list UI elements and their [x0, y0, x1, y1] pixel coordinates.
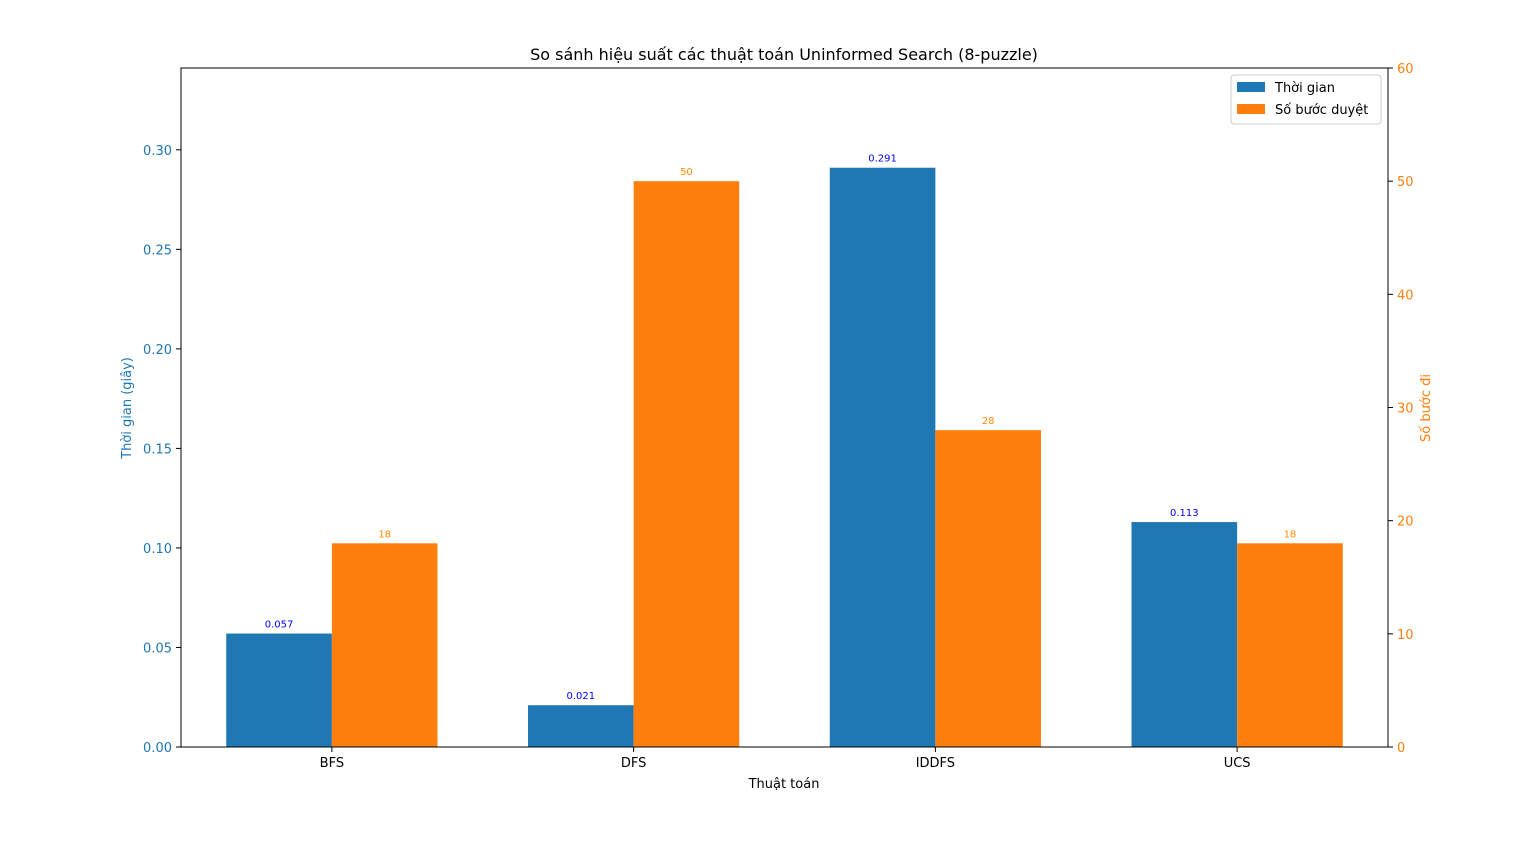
x-tick-label-bfs: BFS — [320, 756, 344, 771]
x-tick-label-iddfs: IDDFS — [916, 756, 955, 771]
y-axis-left: 0.00 0.05 0.10 0.15 0.20 0.25 0.30 — [143, 144, 181, 756]
bar-label-steps-ucs: 18 — [1284, 529, 1297, 540]
y-left-tick-label: 0.25 — [143, 243, 172, 258]
bar-steps-iddfs — [935, 430, 1041, 747]
x-tick-label-ucs: UCS — [1224, 756, 1251, 771]
y-axis-right: 0 10 20 30 40 50 60 — [1388, 62, 1414, 756]
bar-steps-ucs — [1237, 543, 1343, 747]
x-axis: BFS DFS IDDFS UCS — [320, 747, 1251, 771]
bar-time-dfs — [528, 705, 634, 747]
bars-layer — [226, 167, 1343, 748]
y-left-tick-label: 0.00 — [143, 741, 172, 756]
y-left-tick-label: 0.15 — [143, 442, 172, 457]
y-right-tick-label: 50 — [1397, 175, 1414, 190]
y-left-tick-label: 0.05 — [143, 641, 172, 656]
legend-swatch-steps — [1237, 104, 1265, 114]
legend-box — [1230, 74, 1382, 125]
y-right-tick-label: 10 — [1397, 628, 1414, 643]
bar-label-time-dfs: 0.021 — [566, 691, 595, 702]
y-left-tick-label: 0.30 — [143, 144, 172, 159]
bar-time-bfs — [226, 633, 332, 747]
bar-time-ucs — [1131, 522, 1238, 747]
y-left-tick-label: 0.10 — [143, 542, 172, 557]
bar-label-steps-bfs: 18 — [378, 529, 391, 540]
bar-steps-dfs — [633, 181, 740, 747]
x-axis-label: Thuật toán — [748, 777, 820, 792]
y-left-tick-label: 0.20 — [143, 343, 172, 358]
bar-label-time-bfs: 0.057 — [265, 620, 294, 631]
bar-label-steps-iddfs: 28 — [982, 416, 995, 427]
y-right-tick-label: 20 — [1397, 515, 1414, 530]
bar-label-time-iddfs: 0.291 — [868, 154, 897, 165]
y-axis-left-label: Thời gian (giây) — [120, 357, 135, 460]
bar-label-time-ucs: 0.113 — [1170, 508, 1199, 519]
y-right-tick-label: 60 — [1397, 62, 1414, 77]
legend: Thời gian Số bước duyệt — [1230, 74, 1382, 125]
x-tick-label-dfs: DFS — [621, 756, 647, 771]
y-axis-right-label: Số bước đi — [1419, 374, 1434, 442]
chart-title: So sánh hiệu suất các thuật toán Uninfor… — [530, 45, 1038, 64]
bar-labels-layer: 0.057 0.021 0.291 0.113 18 50 28 18 — [265, 154, 1297, 702]
legend-label-time: Thời gian — [1274, 81, 1335, 96]
legend-swatch-time — [1237, 82, 1265, 92]
y-right-tick-label: 0 — [1397, 741, 1405, 756]
legend-label-steps: Số bước duyệt — [1275, 103, 1368, 118]
y-right-tick-label: 40 — [1397, 288, 1414, 303]
bar-label-steps-dfs: 50 — [680, 167, 693, 178]
y-right-tick-label: 30 — [1397, 402, 1414, 417]
bar-steps-bfs — [331, 543, 438, 747]
bar-time-iddfs — [829, 167, 936, 748]
